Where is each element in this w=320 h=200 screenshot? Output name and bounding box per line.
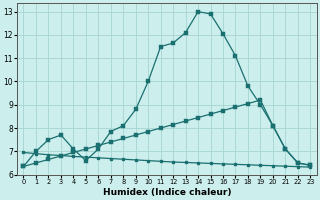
X-axis label: Humidex (Indice chaleur): Humidex (Indice chaleur) [103,188,231,197]
